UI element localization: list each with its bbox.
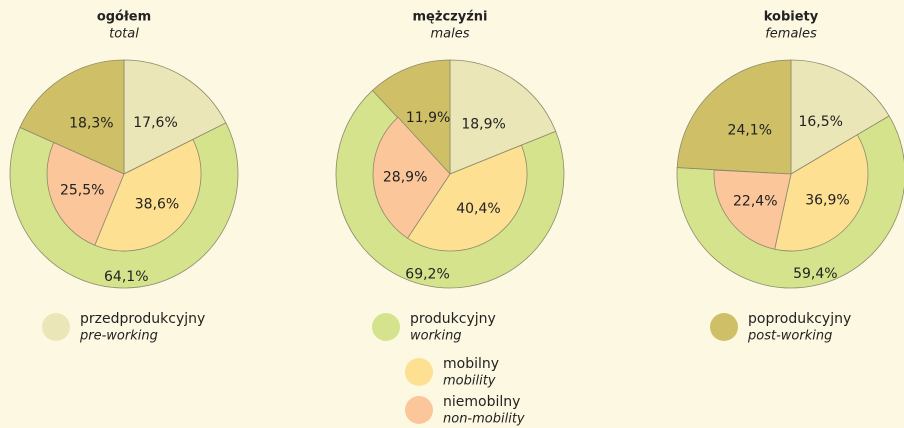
pie-slice [676,59,792,175]
pie-slice [449,59,557,175]
value-label: 11,9% [406,110,450,126]
legend-swatch [405,358,433,386]
pie-slice [123,59,227,175]
chart-subtitle: males [430,27,469,42]
legend-label: niemobilny [443,394,520,410]
inner-slice [713,169,792,250]
inner-value-label: 36,9% [805,192,849,208]
chart-title: mężczyźni [413,10,488,25]
legend-translation: pre-working [79,329,158,344]
inner-value-label: 22,4% [733,193,777,209]
inner-slice [46,142,125,246]
value-label: 69,2% [405,267,449,283]
inner-slice [94,138,202,252]
legend-translation: post-working [747,329,832,344]
value-label: 64,1% [104,269,148,285]
inner-value-label: 25,5% [60,183,104,199]
inner-slice [774,134,869,252]
inner-slice [372,116,451,239]
pie-slice [790,59,890,175]
inner-value-label: 38,6% [135,197,179,213]
value-label: 16,5% [798,114,842,130]
legend-label: produkcyjny [410,311,496,327]
inner-value-label: 28,9% [383,170,427,186]
value-label: 17,6% [133,115,177,131]
legend-swatch [42,313,70,341]
legend-translation: non-mobility [443,412,525,427]
chart-title: ogółem [97,10,151,25]
value-label: 59,4% [793,266,837,282]
inner-value-label: 40,4% [456,201,500,217]
legend-label: poprodukcyjny [748,311,851,327]
legend-swatch [710,313,738,341]
legend-label: mobilny [443,356,499,372]
legend-swatch [372,313,400,341]
value-label: 18,3% [69,116,113,132]
chart-subtitle: females [765,27,817,42]
legend-translation: mobility [443,374,496,389]
value-label: 24,1% [728,122,772,138]
pie-slice [371,59,451,176]
legend-translation: working [410,329,462,344]
chart-title: kobiety [764,10,819,25]
value-label: 18,9% [461,116,505,132]
chart-subtitle: total [109,27,139,42]
pie-slice [19,59,125,175]
legend-swatch [405,396,433,424]
inner-slice [406,144,528,252]
legend-label: przedprodukcyjny [80,311,205,327]
